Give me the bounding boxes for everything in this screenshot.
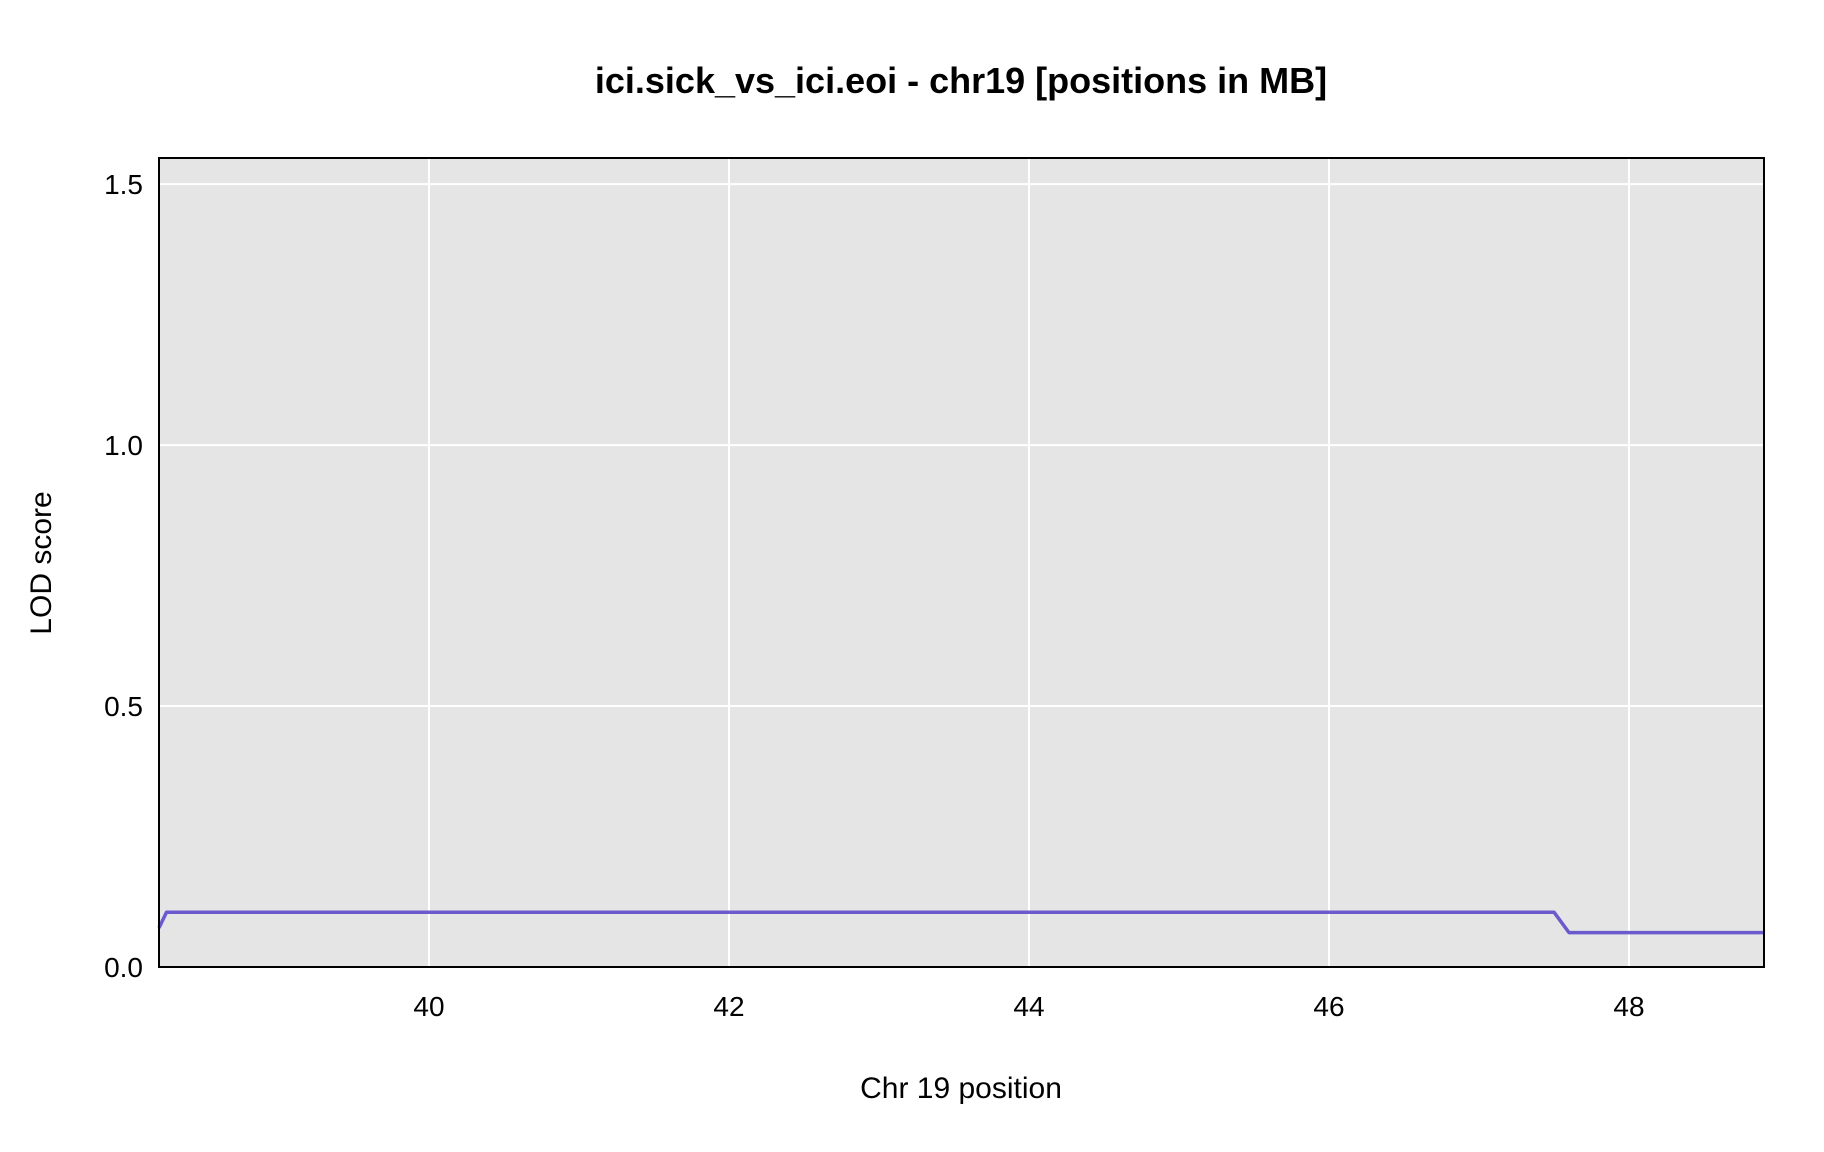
- y-tick-label-0: 0.0: [104, 952, 143, 983]
- y-axis-label: LOD score: [25, 491, 58, 634]
- x-axis-label: Chr 19 position: [860, 1072, 1062, 1105]
- x-tick-label-3: 46: [1313, 991, 1344, 1022]
- y-tick-labels: 0.0 0.5 1.0 1.5: [104, 169, 143, 983]
- plot-border: [158, 157, 1765, 968]
- y-tick-label-1: 0.5: [104, 691, 143, 722]
- grid-lines: [159, 158, 1764, 967]
- x-tick-label-2: 44: [1013, 991, 1044, 1022]
- y-tick-label-3: 1.5: [104, 169, 143, 200]
- x-tick-label-0: 40: [413, 991, 444, 1022]
- y-tick-label-2: 1.0: [104, 430, 143, 461]
- x-tick-labels: 40 42 44 46 48: [413, 991, 1644, 1022]
- x-tick-label-4: 48: [1613, 991, 1644, 1022]
- x-tick-label-1: 42: [713, 991, 744, 1022]
- chart-title: ici.sick_vs_ici.eoi - chr19 [positions i…: [595, 60, 1327, 101]
- series-layer: [157, 910, 1764, 935]
- plot-background: [159, 158, 1764, 967]
- lod-series-line-0: [157, 910, 1764, 935]
